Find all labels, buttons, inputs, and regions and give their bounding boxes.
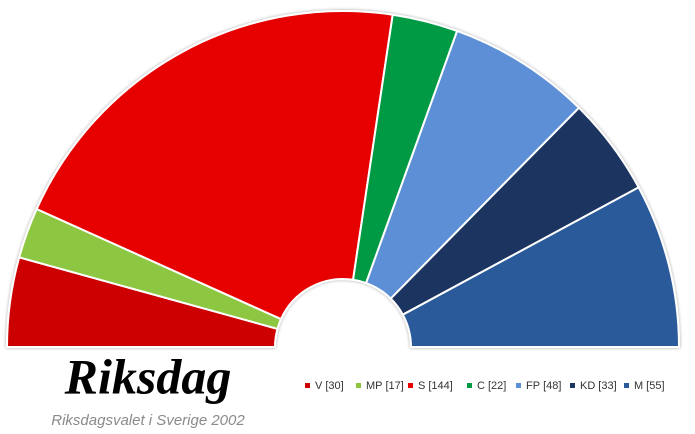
wedges	[5, 10, 681, 348]
legend-swatch	[624, 383, 629, 388]
legend-swatch	[305, 383, 310, 388]
legend-name: M	[634, 380, 643, 392]
legend-swatch	[408, 383, 413, 388]
legend-label: S [144]	[418, 380, 453, 392]
legend-swatch	[570, 383, 575, 388]
wedge	[401, 186, 681, 348]
legend-value: [144]	[428, 380, 452, 392]
legend-swatch	[516, 383, 521, 388]
wedge	[364, 29, 581, 301]
legend-name: KD	[580, 380, 595, 392]
legend-swatch	[356, 383, 361, 388]
legend-name: C	[477, 380, 485, 392]
legend-value: [33]	[598, 380, 616, 392]
legend-label: KD [33]	[580, 380, 617, 392]
legend-label: MP [17]	[366, 380, 404, 392]
legend-name: MP	[366, 380, 383, 392]
legend-swatch	[467, 383, 472, 388]
legend-value: [17]	[386, 380, 404, 392]
legend: V [30] MP [17] S [144] C [22] FP [48] KD [33] M [55]	[305, 380, 665, 392]
legend-name: FP	[526, 380, 540, 392]
legend-value: [30]	[325, 380, 343, 392]
legend-label: M [55]	[634, 380, 665, 392]
legend-value: [55]	[646, 380, 664, 392]
legend-label: V [30]	[315, 380, 344, 392]
legend-value: [22]	[488, 380, 506, 392]
legend-label: FP [48]	[526, 380, 561, 392]
legend-label: C [22]	[477, 380, 506, 392]
legend-name: V	[315, 380, 323, 392]
legend-name: S	[418, 380, 425, 392]
chart-subtitle: Riksdagsvalet i Sverige 2002	[51, 412, 245, 429]
chart-title: Riksdag	[64, 348, 232, 404]
legend-value: [48]	[543, 380, 561, 392]
wedge	[35, 10, 394, 321]
